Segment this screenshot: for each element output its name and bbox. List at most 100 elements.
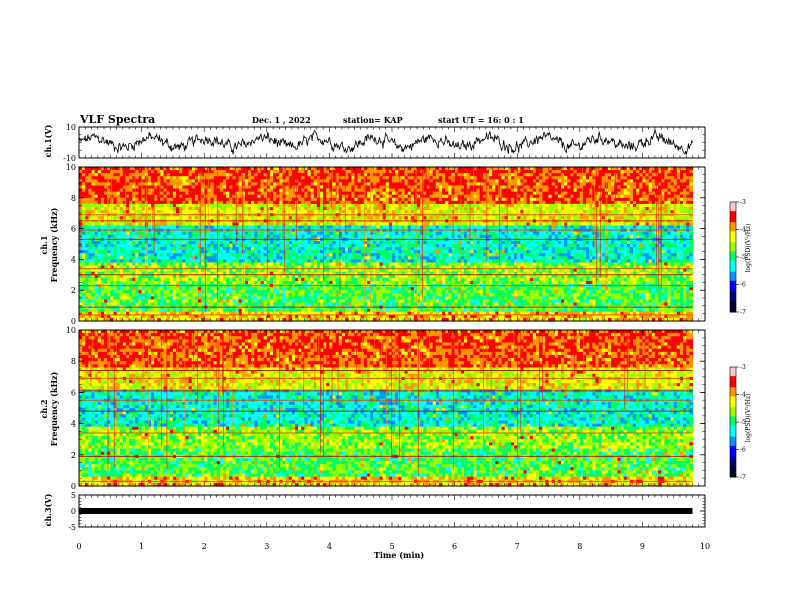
spectrogram-cell <box>595 194 600 199</box>
spectrogram-cell <box>100 182 105 187</box>
spectrogram-cell <box>639 182 643 187</box>
spectrogram-cell <box>82 182 86 187</box>
spectrogram-cell <box>379 194 384 199</box>
spectrogram-cell <box>686 200 690 205</box>
spectrogram-cell <box>213 185 218 190</box>
spectrogram-cell <box>282 167 287 171</box>
spectrogram-cell <box>670 167 675 171</box>
spectrogram-cell <box>313 185 318 190</box>
spectrogram-cell <box>129 179 133 183</box>
spectrogram-cell <box>329 167 334 171</box>
spectrogram-cell <box>617 173 622 177</box>
spectrogram-cell <box>564 182 568 187</box>
spectrogram-cell <box>501 176 506 180</box>
spectrogram-cell <box>426 176 431 180</box>
spectrogram-cell <box>670 200 675 205</box>
spectrogram-cell <box>614 170 618 174</box>
spectrogram-cell <box>251 176 255 180</box>
spectrogram-cell <box>100 197 105 202</box>
spectrogram-cell <box>639 170 643 174</box>
spectrogram-cell <box>454 167 459 171</box>
spectrogram-cell <box>392 179 396 183</box>
spectrogram-cell <box>467 182 471 187</box>
spectrogram-cell <box>132 182 136 187</box>
spectrogram-cell <box>382 173 387 177</box>
spectrogram-cell <box>354 179 359 183</box>
spectrogram-cell <box>266 179 271 183</box>
spectrogram-cell <box>564 197 568 202</box>
spectrogram-cell <box>633 188 637 193</box>
spectrogram-cell <box>157 176 161 180</box>
spectrogram-cell <box>113 176 118 180</box>
spectrogram-cell <box>586 170 590 174</box>
spectrogram-cell <box>97 200 102 205</box>
spectrogram-cell <box>204 182 208 187</box>
spectrogram-cell <box>154 191 158 196</box>
spectrogram-cell <box>557 179 562 183</box>
spectrogram-cell <box>263 203 268 208</box>
spectrogram-cell <box>626 197 631 202</box>
spectrogram-cell <box>617 182 622 187</box>
spectrogram-cell <box>320 197 324 202</box>
spectrogram-cell <box>160 185 165 190</box>
spectrogram-cell <box>323 182 327 187</box>
spectrogram-cell <box>232 173 237 177</box>
spectrogram-cell <box>463 176 468 180</box>
spectrogram-cell <box>567 194 572 199</box>
spectrogram-cell <box>542 194 546 199</box>
spectrogram-cell <box>626 170 631 174</box>
spectrogram-cell <box>307 197 312 202</box>
spectrogram-cell <box>279 170 284 174</box>
spectrogram-cell <box>639 173 643 177</box>
spectrogram-cell <box>404 191 409 196</box>
spectrogram-cell <box>495 170 500 174</box>
spectrogram-cell <box>379 191 384 196</box>
figure-title: VLF Spectra <box>79 113 155 126</box>
spectrogram-cell <box>207 170 212 174</box>
spectrogram-cell <box>138 194 143 199</box>
spectrogram-cell <box>417 185 421 190</box>
spectrogram-cell <box>154 188 158 193</box>
spectrogram-cell <box>510 179 515 183</box>
spectrogram-cell <box>686 188 690 193</box>
spectrogram-cell <box>423 197 428 202</box>
spectrogram-cell <box>517 179 521 183</box>
spectrogram-cell <box>244 203 249 208</box>
spectrogram-cell <box>504 176 509 180</box>
spectrogram-cell <box>229 203 233 208</box>
spectrogram-cell <box>423 182 428 187</box>
spectrogram-cell <box>545 194 550 199</box>
spectrogram-cell <box>154 197 158 202</box>
spectrogram-cell <box>670 170 675 174</box>
spectrogram-cell <box>282 203 287 208</box>
spectrogram-cell <box>595 197 600 202</box>
spectrogram-cell <box>460 179 465 183</box>
spectrogram-cell <box>182 203 187 208</box>
spectrogram-cell <box>470 188 474 193</box>
spectrogram-cell <box>473 200 478 205</box>
spectrogram-cell <box>388 203 393 208</box>
spectrogram-cell <box>104 191 108 196</box>
spectrogram-cell <box>548 167 553 171</box>
spectrogram-cell <box>438 182 443 187</box>
spectrogram-cell <box>510 173 515 177</box>
spectrogram-cell <box>313 179 318 183</box>
spectrogram-cell <box>648 170 653 174</box>
spectrogram-cell <box>282 176 287 180</box>
spectrogram-cell <box>141 182 146 187</box>
spectrogram-cell <box>144 167 149 171</box>
spectrogram-cell <box>514 167 518 171</box>
spectrogram-cell <box>504 179 509 183</box>
spectrogram-cell <box>251 185 255 190</box>
spectrogram-cell <box>354 191 359 196</box>
spectrogram-cell <box>282 197 287 202</box>
spectrogram-cell <box>592 176 597 180</box>
spectrogram-cell <box>154 173 158 177</box>
spectrogram-cell <box>542 185 546 190</box>
spectrogram-cell <box>520 173 525 177</box>
spectrogram-cell <box>125 200 130 205</box>
spectrogram-cell <box>667 176 672 180</box>
spectrogram-cell <box>410 176 415 180</box>
spectrogram-cell <box>520 191 525 196</box>
spectrogram-cell <box>91 176 96 180</box>
